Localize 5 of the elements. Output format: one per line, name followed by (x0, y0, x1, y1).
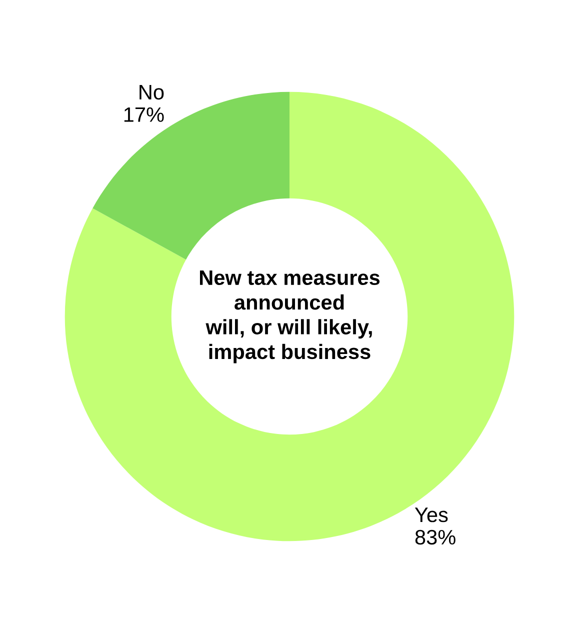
data-label: 83% (415, 530, 456, 545)
slice-label: No (140, 85, 164, 100)
data-label: 17% (124, 107, 164, 122)
text: New tax measures announced will, or will likely, impact business (200, 270, 380, 364)
slice-label: Yes (414, 508, 448, 522)
